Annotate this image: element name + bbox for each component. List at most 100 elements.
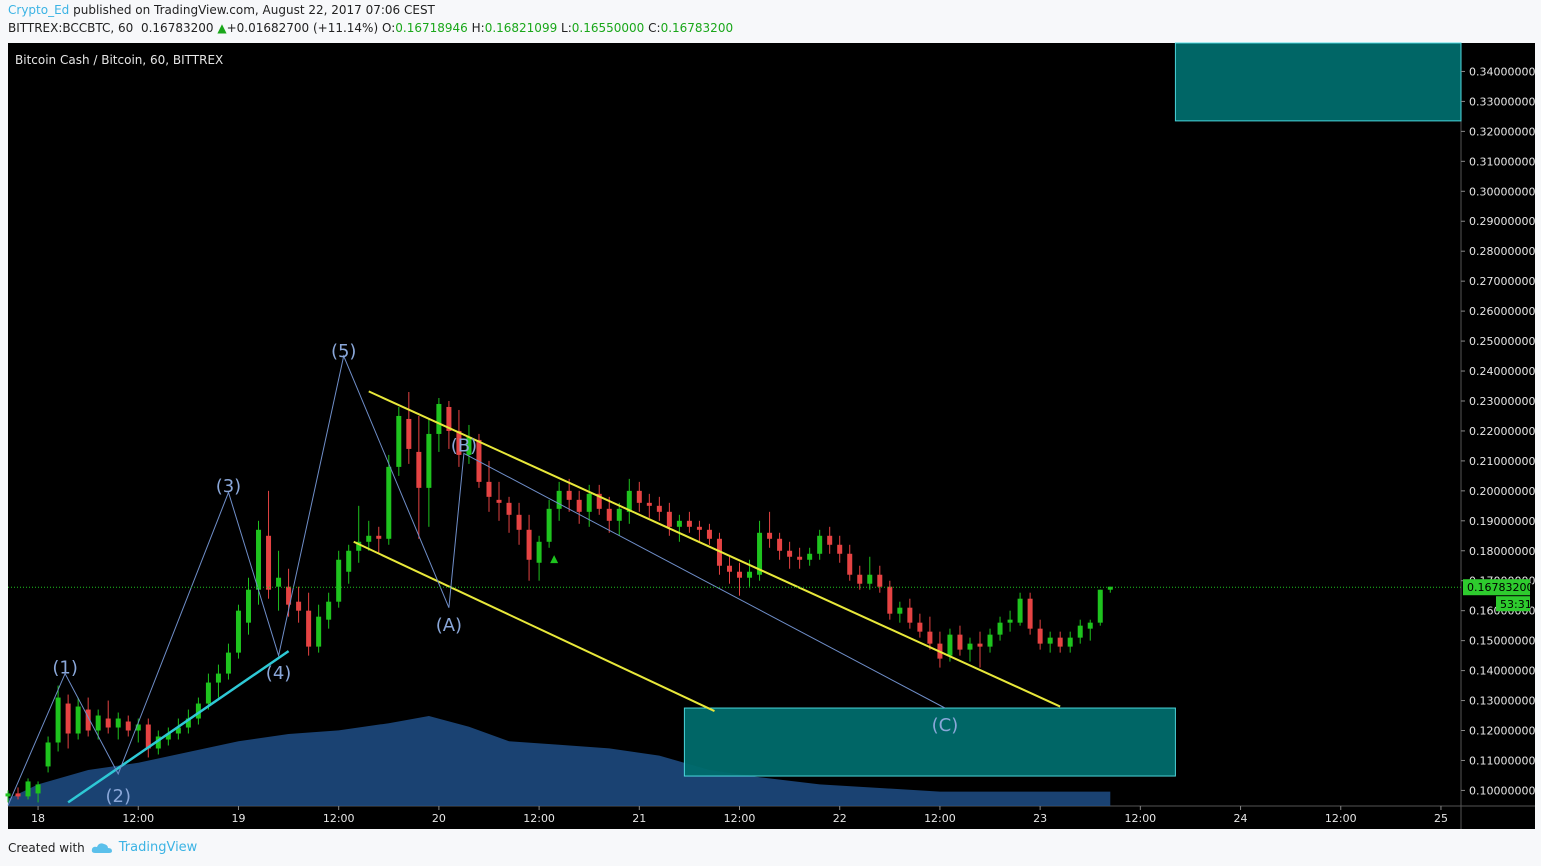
candle-body-39: [396, 415, 402, 467]
candle-body-104: [1047, 637, 1053, 644]
price-tick-label-14: 0.24000000: [1469, 365, 1535, 378]
plot-background: [8, 43, 1461, 806]
candle-body-70: [706, 529, 712, 539]
candle-body-89: [897, 607, 903, 614]
candle-body-25: [256, 529, 262, 590]
candle-body-88: [887, 586, 893, 614]
candle-body-12: [125, 721, 131, 731]
candle-body-41: [416, 451, 422, 488]
time-tick-label-9: 12:00: [924, 812, 956, 825]
open-value: 0.16718946: [395, 21, 468, 35]
price-tick-label-4: 0.14000000: [1469, 665, 1535, 678]
price-tick-label-11: 0.21000000: [1469, 455, 1535, 468]
candle-body-80: [807, 553, 813, 560]
candle-body-4: [45, 742, 51, 767]
candle-body-100: [1007, 619, 1013, 623]
price-tick-label-10: 0.20000000: [1469, 485, 1535, 498]
candle-body-101: [1017, 598, 1023, 623]
change-up-icon: ▲: [217, 21, 227, 35]
time-tick-label-4: 20: [432, 812, 446, 825]
time-tick-label-11: 12:00: [1124, 812, 1156, 825]
last-price: 0.16783200: [140, 21, 214, 35]
candle-body-76: [767, 532, 773, 539]
price-axis-background: [1461, 43, 1535, 806]
candle-body-81: [817, 535, 823, 554]
candle-body-57: [576, 499, 582, 512]
candle-body-10: [105, 718, 111, 728]
price-tick-label-2: 0.12000000: [1469, 725, 1535, 738]
candle-body-40: [406, 418, 412, 449]
candle-body-65: [656, 505, 662, 512]
time-tick-label-7: 12:00: [724, 812, 756, 825]
candle-body-27: [276, 577, 282, 587]
candle-body-24: [245, 589, 251, 623]
last-price-badge-label: 0.16783200: [1467, 581, 1533, 594]
candle-body-21: [215, 673, 221, 683]
price-tick-label-15: 0.25000000: [1469, 335, 1535, 348]
candle-body-75: [757, 532, 763, 575]
price-tick-label-24: 0.34000000: [1469, 65, 1535, 78]
change-value: +0.01682700 (+11.14%): [226, 21, 379, 35]
price-tick-label-3: 0.13000000: [1469, 695, 1535, 708]
chart-area[interactable]: (1) (2) (3) (4) (5) (A) (B) (C) 0.10000000 0.1100…: [0, 40, 1541, 831]
candle-body-108: [1087, 622, 1093, 629]
candle-body-68: [686, 520, 692, 527]
candle-body-107: [1077, 625, 1083, 638]
candle-body-0: [5, 793, 11, 797]
time-tick-label-0: 18: [31, 812, 45, 825]
price-tick-label-13: 0.23000000: [1469, 395, 1535, 408]
candle-body-34: [346, 550, 352, 572]
wave-label-4: (4): [266, 663, 292, 684]
signal-marker-1: [550, 555, 559, 564]
candle-body-32: [326, 601, 332, 620]
channel-line-2: [353, 540, 715, 712]
time-tick-label-6: 21: [632, 812, 646, 825]
candle-body-20: [205, 682, 211, 704]
price-tick-label-18: 0.28000000: [1469, 245, 1535, 258]
wave-label-7: (B): [451, 435, 477, 456]
candle-body-44: [446, 406, 452, 431]
candle-body-77: [777, 538, 783, 551]
candle-body-2: [25, 781, 31, 797]
low-value: 0.16550000: [571, 21, 645, 35]
candle-body-82: [827, 535, 833, 545]
time-tick-label-5: 12:00: [523, 812, 555, 825]
time-tick-label-10: 23: [1033, 812, 1047, 825]
channel-line-1: [368, 390, 1061, 708]
price-tick-label-21: 0.31000000: [1469, 155, 1535, 168]
candle-body-42: [426, 433, 432, 488]
candle-body-6: [65, 703, 71, 734]
candle-body-97: [977, 643, 983, 647]
wave-label-5: (5): [331, 341, 357, 362]
candle-body-90: [907, 607, 913, 623]
candle-body-49: [496, 499, 502, 503]
tradingview-link[interactable]: TradingView: [118, 840, 198, 855]
candle-body-56: [566, 490, 572, 500]
low-label: L:: [561, 21, 572, 35]
candle-body-103: [1037, 628, 1043, 644]
chart-title: Bitcoin Cash / Bitcoin, 60, BITTREX: [15, 53, 223, 67]
time-tick-label-14: 25: [1434, 812, 1448, 825]
cloud-icon: [91, 842, 112, 853]
candle-body-22: [225, 652, 231, 674]
author-link[interactable]: Crypto_Ed: [8, 3, 70, 17]
candle-body-13: [135, 724, 141, 731]
candle-body-92: [927, 631, 933, 644]
last-price-badge: [1463, 579, 1530, 596]
candle-body-64: [646, 502, 652, 506]
price-chart[interactable]: (1) (2) (3) (4) (5) (A) (B) (C) 0.10000000 0.1100…: [0, 40, 1541, 831]
candle-body-61: [616, 508, 622, 521]
candle-body-8: [85, 709, 91, 731]
target-zone-2: [1174, 42, 1462, 122]
candle-body-83: [837, 544, 843, 554]
candle-body-15: [155, 736, 161, 749]
candle-body-102: [1027, 598, 1033, 629]
price-tick-label-20: 0.30000000: [1469, 185, 1535, 198]
candle-body-29: [296, 601, 302, 611]
price-tick-label-23: 0.33000000: [1469, 95, 1535, 108]
countdown-badge: [1496, 596, 1530, 612]
candle-body-50: [506, 502, 512, 515]
wave-label-6: (A): [436, 615, 462, 636]
publish-info: Crypto_Ed published on TradingView.com, …: [8, 3, 435, 17]
price-tick-label-16: 0.26000000: [1469, 305, 1535, 318]
